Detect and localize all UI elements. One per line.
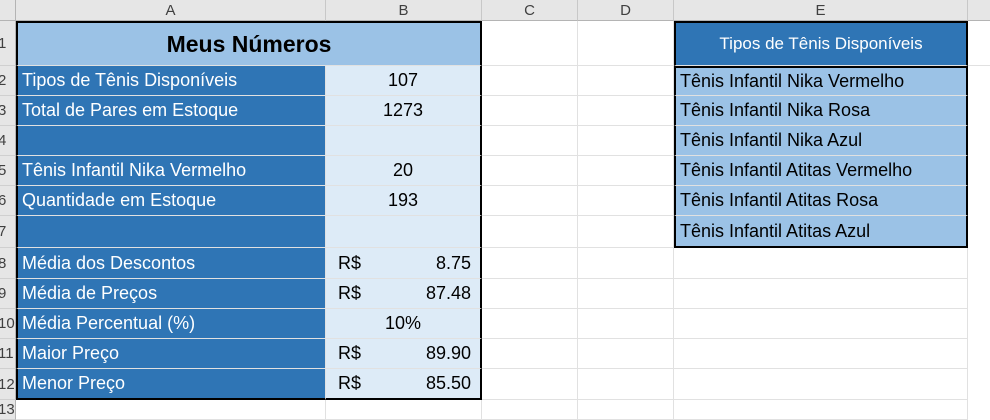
- summary-value: 85.50: [425, 373, 471, 393]
- cell-c2[interactable]: [482, 66, 578, 96]
- types-list-item[interactable]: Tênis Infantil Nika Vermelho: [674, 66, 968, 96]
- summary-money-cell[interactable]: R$ 89.90: [326, 339, 482, 369]
- summary-value[interactable]: [326, 126, 482, 156]
- cell-b13[interactable]: [326, 400, 482, 420]
- types-list-item[interactable]: Tênis Infantil Nika Azul: [674, 126, 968, 156]
- summary-value: 87.48: [425, 283, 471, 303]
- currency-symbol: R$: [338, 283, 362, 303]
- row-header[interactable]: 2: [0, 66, 16, 96]
- cell-d9[interactable]: [578, 279, 674, 309]
- currency-symbol: R$: [338, 373, 362, 393]
- types-list-header[interactable]: Tipos de Tênis Disponíveis: [674, 21, 968, 66]
- summary-label[interactable]: [16, 216, 326, 248]
- cell-c8[interactable]: [482, 248, 578, 279]
- column-header-c[interactable]: C: [482, 0, 578, 21]
- summary-label[interactable]: Quantidade em Estoque: [16, 186, 326, 216]
- cell-e13[interactable]: [674, 400, 968, 420]
- types-list-item[interactable]: Tênis Infantil Nika Rosa: [674, 96, 968, 126]
- summary-label[interactable]: Média de Preços: [16, 279, 326, 309]
- summary-value: 89.90: [425, 343, 471, 363]
- types-list-item[interactable]: Tênis Infantil Atitas Rosa: [674, 186, 968, 216]
- row-header[interactable]: 3: [0, 96, 16, 126]
- cell-c11[interactable]: [482, 339, 578, 369]
- cell-c12[interactable]: [482, 369, 578, 400]
- row-header[interactable]: 10: [0, 309, 16, 339]
- summary-label[interactable]: Menor Preço: [16, 369, 326, 400]
- row-header[interactable]: 7: [0, 216, 16, 248]
- cell-d3[interactable]: [578, 96, 674, 126]
- cell-e11[interactable]: [674, 339, 968, 369]
- currency-symbol: R$: [338, 343, 362, 363]
- row-header[interactable]: 5: [0, 156, 16, 186]
- cell-e8[interactable]: [674, 248, 968, 279]
- summary-label[interactable]: Maior Preço: [16, 339, 326, 369]
- row-header[interactable]: 13: [0, 400, 16, 420]
- cell-c5[interactable]: [482, 156, 578, 186]
- row-header[interactable]: 1: [0, 21, 16, 66]
- cell-d2[interactable]: [578, 66, 674, 96]
- cell-c1[interactable]: [482, 21, 578, 66]
- cell-e10[interactable]: [674, 309, 968, 339]
- cell-d10[interactable]: [578, 309, 674, 339]
- summary-value[interactable]: 193: [326, 186, 482, 216]
- row-header[interactable]: 11: [0, 339, 16, 369]
- summary-label[interactable]: Total de Pares em Estoque: [16, 96, 326, 126]
- cell-a13[interactable]: [16, 400, 326, 420]
- summary-value[interactable]: 20: [326, 156, 482, 186]
- cell-e9[interactable]: [674, 279, 968, 309]
- cell-d5[interactable]: [578, 156, 674, 186]
- cell-d6[interactable]: [578, 186, 674, 216]
- cell-e12[interactable]: [674, 369, 968, 400]
- summary-value[interactable]: 1273: [326, 96, 482, 126]
- row-header[interactable]: 12: [0, 369, 16, 400]
- summary-label[interactable]: Tênis Infantil Nika Vermelho: [16, 156, 326, 186]
- column-header-e[interactable]: E: [674, 0, 968, 21]
- cell-c13[interactable]: [482, 400, 578, 420]
- cell-c3[interactable]: [482, 96, 578, 126]
- cell-d11[interactable]: [578, 339, 674, 369]
- summary-money-cell[interactable]: R$ 85.50: [326, 369, 482, 400]
- cell-d1[interactable]: [578, 21, 674, 66]
- column-header-d[interactable]: D: [578, 0, 674, 21]
- cell-c6[interactable]: [482, 186, 578, 216]
- cell-d13[interactable]: [578, 400, 674, 420]
- cell-d12[interactable]: [578, 369, 674, 400]
- row-header[interactable]: 8: [0, 248, 16, 279]
- cell-c10[interactable]: [482, 309, 578, 339]
- column-header-b[interactable]: B: [326, 0, 482, 21]
- cell-d8[interactable]: [578, 248, 674, 279]
- summary-money-cell[interactable]: R$ 87.48: [326, 279, 482, 309]
- cell-d4[interactable]: [578, 126, 674, 156]
- cell-f1[interactable]: [968, 21, 990, 66]
- cell-c9[interactable]: [482, 279, 578, 309]
- summary-label[interactable]: Média dos Descontos: [16, 248, 326, 279]
- currency-symbol: R$: [338, 252, 362, 273]
- summary-value[interactable]: 10%: [326, 309, 482, 339]
- summary-value: 8.75: [435, 252, 471, 273]
- cell-d7[interactable]: [578, 216, 674, 248]
- select-all-corner[interactable]: [0, 0, 16, 21]
- cell-c4[interactable]: [482, 126, 578, 156]
- summary-label[interactable]: Média Percentual (%): [16, 309, 326, 339]
- summary-title[interactable]: Meus Números: [16, 21, 482, 66]
- types-list-item[interactable]: Tênis Infantil Atitas Vermelho: [674, 156, 968, 186]
- summary-label[interactable]: Tipos de Tênis Disponíveis: [16, 66, 326, 96]
- column-header-f[interactable]: [968, 0, 990, 21]
- types-list-item[interactable]: Tênis Infantil Atitas Azul: [674, 216, 968, 248]
- summary-value[interactable]: 107: [326, 66, 482, 96]
- summary-money-cell[interactable]: R$ 8.75: [326, 248, 482, 279]
- row-header[interactable]: 6: [0, 186, 16, 216]
- row-header[interactable]: 9: [0, 279, 16, 309]
- row-header[interactable]: 4: [0, 126, 16, 156]
- cell-c7[interactable]: [482, 216, 578, 248]
- summary-value[interactable]: [326, 216, 482, 248]
- summary-label[interactable]: [16, 126, 326, 156]
- column-header-a[interactable]: A: [16, 0, 326, 21]
